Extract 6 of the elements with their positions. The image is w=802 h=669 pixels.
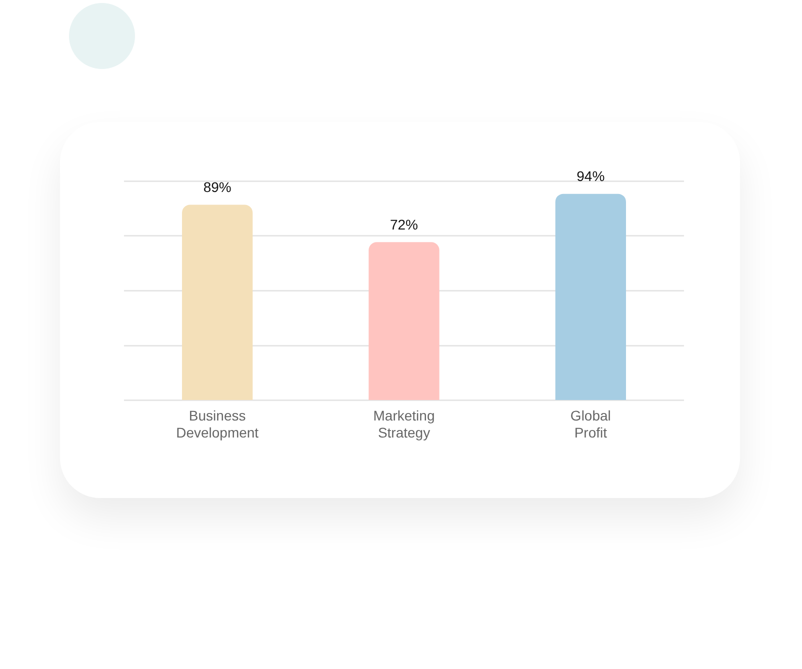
data-label: 72% (390, 216, 418, 232)
data-label: 89% (203, 178, 232, 195)
x-tick-label: Global Profit (570, 408, 611, 440)
x-tick-label: Marketing Strategy (373, 408, 435, 440)
data-label: 94% (576, 168, 605, 184)
x-tick-label: Business Development (176, 408, 259, 440)
